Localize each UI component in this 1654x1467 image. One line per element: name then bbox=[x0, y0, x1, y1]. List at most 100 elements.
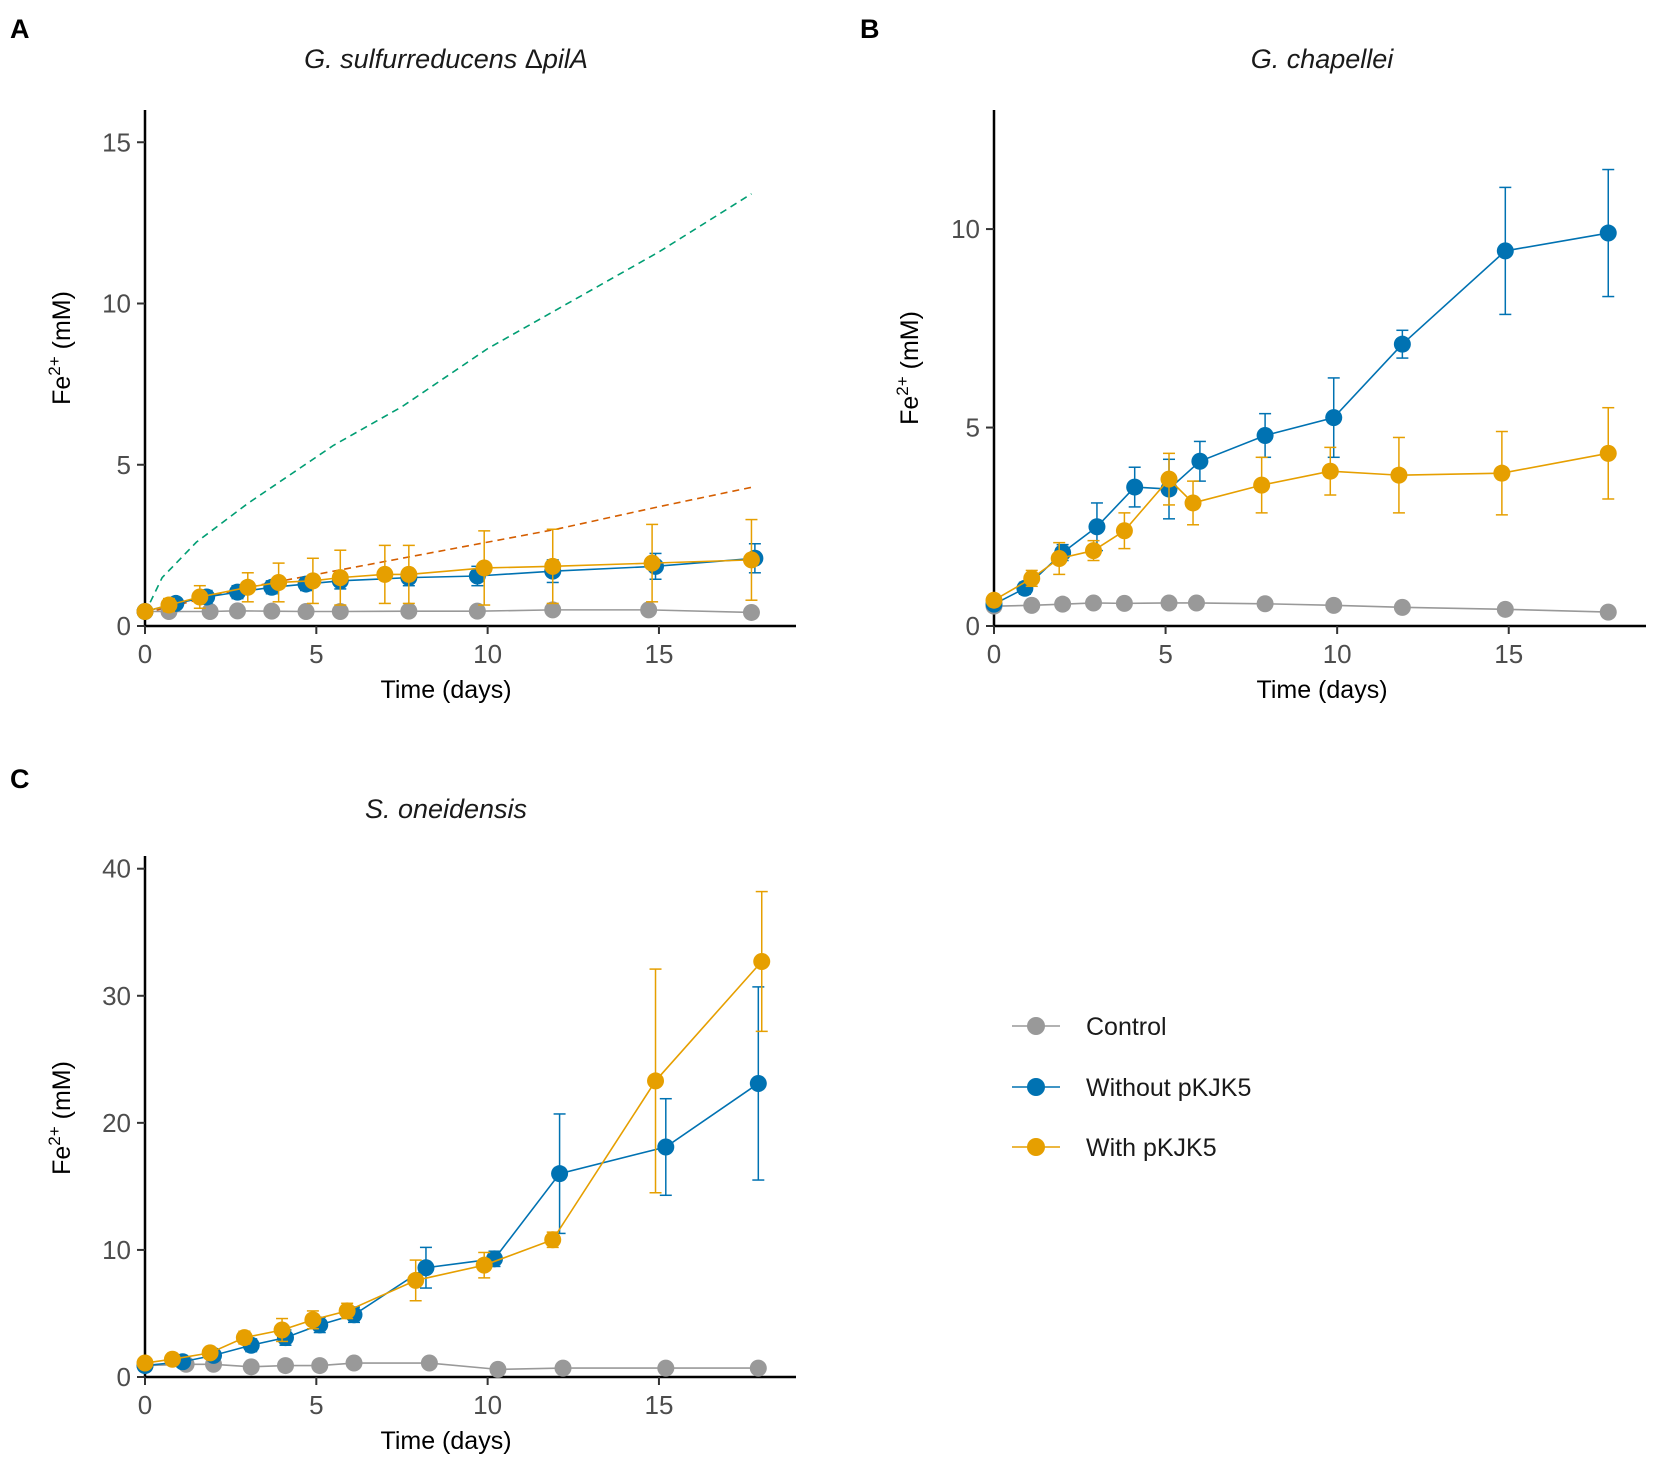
panel-a-plot-area: 0 5 10 15 0 5 10 15 bbox=[102, 110, 796, 669]
panel-c-x-tick-label: 5 bbox=[309, 1390, 323, 1420]
panel-a: A G. sulfurreducens ΔpilA 0 5 10 15 0 5 10 15 T… bbox=[10, 14, 796, 704]
panel-b-y-axis-title: Fe2+ (mM) bbox=[893, 311, 924, 425]
legend: Control Without pKJK5 With pKJK5 bbox=[1012, 1013, 1251, 1162]
panel-a-title-species: G. sulfurreducens bbox=[304, 44, 525, 74]
panel-b-point-without bbox=[1496, 242, 1514, 260]
panel-c-y-tick-label: 10 bbox=[102, 1235, 131, 1265]
panel-c-title-species: S. oneidensis bbox=[365, 794, 527, 824]
panel-b-point-with bbox=[1160, 470, 1178, 488]
panel-c-point-control bbox=[749, 1359, 767, 1377]
panel-letter-b: B bbox=[860, 14, 880, 44]
panel-a-point-control bbox=[263, 602, 281, 620]
panel-a-point-control bbox=[742, 603, 760, 621]
panel-a-point-control bbox=[400, 602, 418, 620]
panel-c-x-tick-label: 15 bbox=[644, 1390, 673, 1420]
panel-b-point-control bbox=[1256, 595, 1274, 613]
panel-b-point-control bbox=[1187, 594, 1205, 612]
panel-b-point-without bbox=[1191, 452, 1209, 470]
panel-b-point-control bbox=[1160, 594, 1178, 612]
panel-c-series-without bbox=[136, 986, 767, 1375]
panel-b-point-with bbox=[1050, 550, 1068, 568]
panel-a-point-with bbox=[191, 588, 209, 606]
panel-c-series-line-with bbox=[144, 960, 763, 1364]
panel-c-plot-area: 0 5 10 15 0 10 20 30 40 bbox=[102, 854, 796, 1420]
panel-b-point-control bbox=[1393, 598, 1411, 616]
legend-label-control: Control bbox=[1086, 1013, 1167, 1041]
panel-a-point-with bbox=[270, 573, 288, 591]
panel-c-point-without bbox=[657, 1138, 675, 1156]
panel-c-point-control bbox=[276, 1357, 294, 1375]
panel-a-point-with bbox=[475, 559, 493, 577]
panel-b-point-without bbox=[1126, 478, 1144, 496]
panel-c-x-tick-label: 0 bbox=[138, 1390, 152, 1420]
panel-c-x-axis-title: Time (days) bbox=[380, 1427, 511, 1455]
panel-c-point-with bbox=[475, 1256, 493, 1274]
panel-c-point-control bbox=[311, 1357, 329, 1375]
panel-b-point-with bbox=[1390, 466, 1408, 484]
panel-b-point-without bbox=[1256, 426, 1274, 444]
panel-a-y-tick-label: 15 bbox=[102, 127, 131, 157]
panel-c-point-control bbox=[420, 1354, 438, 1372]
legend-key-dot-with bbox=[1027, 1138, 1045, 1156]
panel-a-title-delta: Δ bbox=[525, 44, 543, 74]
panel-a-point-with bbox=[742, 551, 760, 569]
panel-c-y-tick-label: 30 bbox=[102, 981, 131, 1011]
panel-c-point-control bbox=[554, 1359, 572, 1377]
panel-c-point-with bbox=[136, 1354, 154, 1372]
panel-a-title-gene: pilA bbox=[542, 44, 588, 74]
panel-a-x-tick-label: 15 bbox=[644, 639, 673, 669]
panel-a-series-control bbox=[136, 601, 760, 621]
panel-b-point-with bbox=[1599, 444, 1617, 462]
panel-c-point-without bbox=[749, 1074, 767, 1092]
panel-a-point-control bbox=[201, 602, 219, 620]
panel-b-point-control bbox=[1115, 594, 1133, 612]
panel-a-point-with bbox=[239, 578, 257, 596]
panel-b-x-tick-label: 10 bbox=[1323, 639, 1352, 669]
panel-c-point-with bbox=[753, 952, 771, 970]
panel-c-point-with bbox=[647, 1072, 665, 1090]
panel-c-point-control bbox=[345, 1354, 363, 1372]
panel-b-x-tick-label: 0 bbox=[987, 639, 1001, 669]
panel-c-title: S. oneidensis bbox=[365, 794, 527, 824]
panel-a-point-with bbox=[544, 557, 562, 575]
panel-b-point-control bbox=[1085, 594, 1103, 612]
panel-b-series-line-with bbox=[993, 452, 1609, 601]
panel-letter-c: C bbox=[10, 764, 30, 794]
panel-c-point-without bbox=[417, 1259, 435, 1277]
panel-b-point-with bbox=[985, 591, 1003, 609]
panel-b-point-control bbox=[1054, 595, 1072, 613]
panel-a-x-tick-label: 10 bbox=[473, 639, 502, 669]
panel-b-point-with bbox=[1023, 569, 1041, 587]
panel-b-point-with bbox=[1253, 476, 1271, 494]
panel-c-series-with bbox=[136, 890, 771, 1372]
panel-a-y-tick-label: 0 bbox=[117, 611, 131, 641]
panel-c-point-with bbox=[544, 1231, 562, 1249]
panel-a-point-with bbox=[643, 554, 661, 572]
panel-a-point-with bbox=[331, 569, 349, 587]
panel-c-point-control bbox=[242, 1358, 260, 1376]
panel-b-series-without bbox=[985, 168, 1617, 613]
panel-a-x-tick-label: 0 bbox=[138, 639, 152, 669]
panel-b-point-with bbox=[1184, 494, 1202, 512]
panel-c-point-with bbox=[163, 1350, 181, 1368]
panel-b-point-control bbox=[1496, 600, 1514, 618]
legend-label-without-pkjk5: Without pKJK5 bbox=[1086, 1074, 1251, 1102]
panel-a-point-with bbox=[304, 572, 322, 590]
panel-a-title: G. sulfurreducens ΔpilA bbox=[304, 44, 588, 74]
legend-item-control: Control bbox=[1012, 1013, 1167, 1041]
panel-a-series-with bbox=[136, 518, 760, 620]
panel-c-point-with bbox=[201, 1344, 219, 1362]
panel-b-point-with bbox=[1493, 464, 1511, 482]
panel-b-y-tick-label: 10 bbox=[951, 214, 980, 244]
panel-c-y-axis-title: Fe2+ (mM) bbox=[45, 1061, 76, 1175]
panel-c-series-control bbox=[136, 1354, 767, 1378]
panel-c-y-tick-label: 0 bbox=[117, 1362, 131, 1392]
panel-c-point-with bbox=[235, 1329, 253, 1347]
panel-c-point-with bbox=[304, 1311, 322, 1329]
panel-c-point-control bbox=[657, 1359, 675, 1377]
panel-b-point-without bbox=[1393, 335, 1411, 353]
panel-a-x-tick-label: 5 bbox=[309, 639, 323, 669]
panel-a-y-tick-label: 10 bbox=[102, 289, 131, 319]
panel-a-point-control bbox=[544, 601, 562, 619]
panel-a-point-control bbox=[468, 602, 486, 620]
